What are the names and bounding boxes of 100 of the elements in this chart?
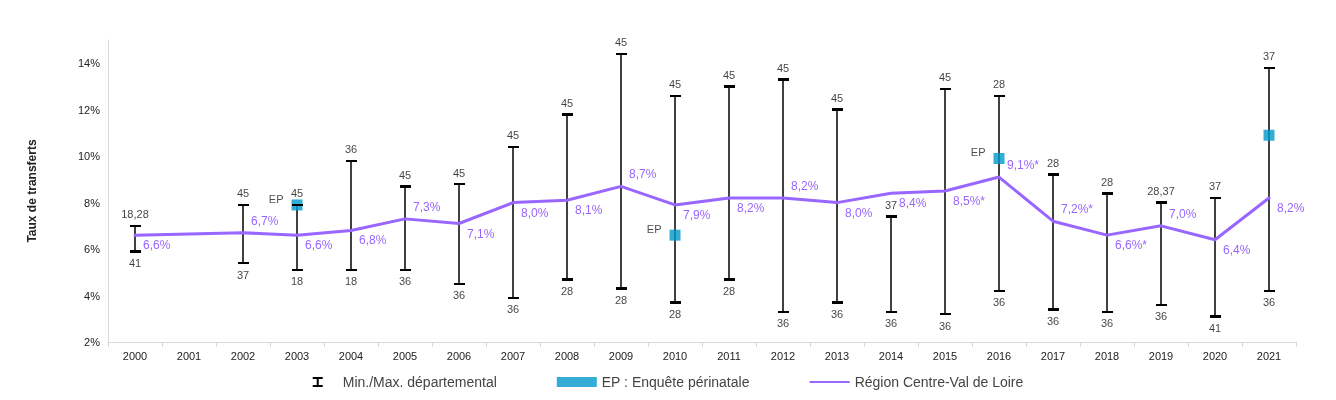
annotation: 37 — [1262, 50, 1276, 63]
x-tick-label: 2021 — [1256, 349, 1282, 362]
annotation: 28 — [614, 294, 628, 307]
data-label: 6,8% — [359, 233, 387, 248]
y-tick-label: 12% — [77, 103, 101, 116]
x-tick-label: 2002 — [230, 349, 256, 362]
data-label: 8,0% — [521, 205, 549, 220]
annotation: 18,28 — [121, 208, 149, 221]
annotation: 36 — [344, 143, 358, 156]
point — [1263, 129, 1275, 141]
annotation: 28 — [560, 284, 574, 297]
annotation: 45 — [506, 129, 520, 142]
data-label: 9,1%* — [1007, 158, 1040, 173]
x-tick-label: 2001 — [176, 349, 202, 362]
x-tick-label: 2003 — [284, 349, 310, 362]
legend-label: EP : Enquête périnatale — [601, 374, 750, 390]
data-label: 7,9% — [683, 207, 711, 222]
annotation: 36 — [1100, 317, 1114, 330]
annotation: 45 — [236, 187, 250, 200]
data-label: 8,2% — [791, 178, 819, 193]
x-tick-label: 2000 — [122, 349, 148, 362]
x-tick-label: 2010 — [662, 349, 688, 362]
annotation: 45 — [776, 61, 790, 74]
y-tick-label: 14% — [77, 57, 101, 70]
x-tick-label: 2019 — [1148, 349, 1174, 362]
annotation: 36 — [398, 275, 412, 288]
annotation: 45 — [668, 78, 682, 91]
annotation: 36 — [452, 289, 466, 302]
annotation: 37 — [884, 199, 898, 212]
annotation: 36 — [1046, 314, 1060, 327]
annotation: 45 — [830, 92, 844, 105]
annotation: 37 — [236, 268, 250, 281]
x-tick-label: 2015 — [932, 349, 958, 362]
annotation: 28 — [1046, 157, 1060, 170]
data-label: 8,2% — [737, 200, 765, 215]
y-axis-title: Taux de transferts — [25, 139, 39, 243]
data-label: 8,7% — [629, 167, 657, 182]
annotation: 41 — [1208, 321, 1222, 334]
x-tick-label: 2020 — [1202, 349, 1228, 362]
annotation: 28,37 — [1147, 185, 1175, 198]
annotation: 45 — [290, 187, 304, 200]
x-tick-label: 2004 — [338, 349, 364, 362]
y-tick-label: 8% — [84, 196, 101, 209]
data-label: 8,2% — [1277, 200, 1305, 215]
annotation: 45 — [722, 68, 736, 81]
data-label: 6,7% — [251, 213, 279, 228]
data-label: 6,4% — [1223, 242, 1251, 257]
annotation: 36 — [1154, 310, 1168, 323]
data-label: EP — [970, 146, 986, 159]
annotation: 36 — [830, 308, 844, 321]
data-label: 8,0% — [845, 205, 873, 220]
legend-label: Min./Max. départemental — [342, 374, 497, 390]
x-tick-label: 2018 — [1094, 349, 1120, 362]
y-tick-label: 6% — [84, 243, 101, 256]
annotation: 36 — [506, 303, 520, 316]
annotation: 18 — [290, 275, 304, 288]
point — [993, 152, 1005, 164]
annotation: 41 — [128, 256, 142, 269]
x-tick-label: 2008 — [554, 349, 580, 362]
x-tick-label: 2016 — [986, 349, 1012, 362]
annotation: 45 — [560, 96, 574, 109]
x-tick-label: 2007 — [500, 349, 526, 362]
data-label: 7,1% — [467, 226, 495, 241]
annotation: 36 — [1262, 296, 1276, 309]
data-label: EP — [268, 192, 284, 205]
data-label: 7,2%* — [1061, 202, 1094, 217]
annotation: 45 — [452, 166, 466, 179]
data-label: 8,1% — [575, 203, 603, 218]
annotation: 28 — [668, 308, 682, 321]
annotation: 37 — [1208, 180, 1222, 193]
legend-label: Région Centre-Val de Loire — [854, 374, 1024, 390]
annotation: 28 — [992, 78, 1006, 91]
data-label: 6,6% — [143, 238, 171, 253]
annotation: 36 — [776, 317, 790, 330]
annotation: 45 — [398, 168, 412, 181]
annotation: 28 — [1100, 175, 1114, 188]
data-label: 7,3% — [413, 199, 441, 214]
x-tick-label: 2012 — [770, 349, 796, 362]
data-label: 8,5%* — [953, 194, 986, 208]
x-tick-label: 2006 — [446, 349, 472, 362]
data-label: EP — [646, 223, 662, 236]
x-tick-label: 2014 — [878, 349, 904, 362]
y-tick-label: 4% — [84, 289, 101, 302]
annotation: 28 — [722, 284, 736, 297]
data-label: 6,6% — [305, 238, 333, 253]
x-tick-label: 2013 — [824, 349, 850, 362]
point — [669, 229, 681, 241]
y-tick-label: 10% — [77, 150, 101, 163]
annotation: 45 — [614, 36, 628, 49]
annotation: 45 — [938, 71, 952, 84]
data-label: 8,4% — [899, 196, 927, 211]
y-tick-label: 2% — [84, 336, 101, 348]
data-label: 7,0% — [1169, 206, 1197, 221]
x-tick-label: 2011 — [717, 349, 741, 362]
data-label: 6,6%* — [1115, 238, 1148, 253]
x-tick-label: 2005 — [392, 349, 418, 362]
x-tick-label: 2017 — [1040, 349, 1066, 362]
annotation: 36 — [884, 317, 898, 330]
annotation: 36 — [992, 296, 1006, 309]
annotation: 36 — [938, 319, 952, 332]
